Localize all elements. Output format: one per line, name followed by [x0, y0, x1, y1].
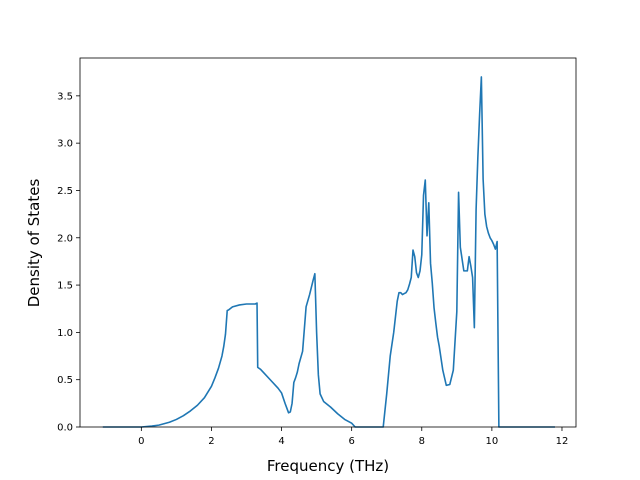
x-tick-label: 4	[278, 436, 284, 447]
x-axis-ticks: 0 2 4 6 8 10 12	[138, 427, 568, 447]
x-axis-label: Frequency (THz)	[267, 457, 389, 475]
x-tick-label: 12	[556, 436, 569, 447]
x-tick-label: 8	[419, 436, 425, 447]
y-axis-label: Density of States	[25, 179, 43, 308]
y-tick-label: 2.0	[57, 233, 73, 244]
y-tick-label: 3.0	[57, 139, 73, 150]
y-tick-label: 2.5	[57, 186, 73, 197]
x-tick-label: 10	[486, 436, 499, 447]
x-tick-label: 2	[208, 436, 214, 447]
y-tick-label: 0.5	[57, 375, 73, 386]
x-tick-label: 6	[348, 436, 354, 447]
axes-frame	[79, 57, 577, 428]
y-tick-label: 3.5	[57, 91, 73, 102]
y-axis-ticks: 0.0 0.5 1.0 1.5 2.0 2.5 3.0 3.5	[57, 91, 80, 434]
y-tick-label: 1.5	[57, 281, 73, 292]
plot-area	[102, 76, 555, 428]
x-tick-label: 0	[138, 436, 144, 447]
y-tick-label: 1.0	[57, 328, 73, 339]
y-tick-label: 0.0	[57, 423, 73, 434]
dos-series-line-0	[102, 76, 555, 428]
